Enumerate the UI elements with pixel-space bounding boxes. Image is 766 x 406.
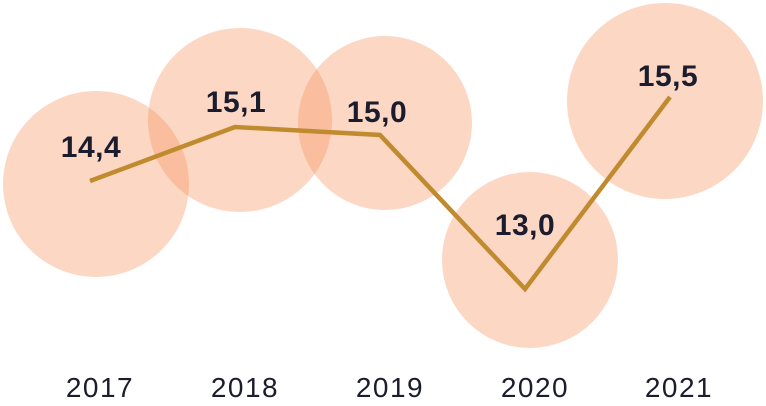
value-label-2017: 14,4 [61,131,121,164]
x-axis-label-2020: 2020 [501,372,569,403]
bubble-2019 [298,36,472,210]
value-label-2021: 15,5 [638,60,698,93]
bubble-2018 [148,28,332,212]
bubble-2017 [3,91,189,277]
bubble-2020 [442,172,618,348]
x-axis-label-2018: 2018 [211,372,279,403]
trend-line [89,95,672,293]
x-axis-label-2019: 2019 [356,372,424,403]
x-axis-label-2017: 2017 [66,372,134,403]
x-axis-label-2021: 2021 [645,372,713,403]
value-label-2019: 15,0 [347,96,407,129]
value-label-2018: 15,1 [206,86,266,119]
value-label-2020: 13,0 [495,209,555,242]
